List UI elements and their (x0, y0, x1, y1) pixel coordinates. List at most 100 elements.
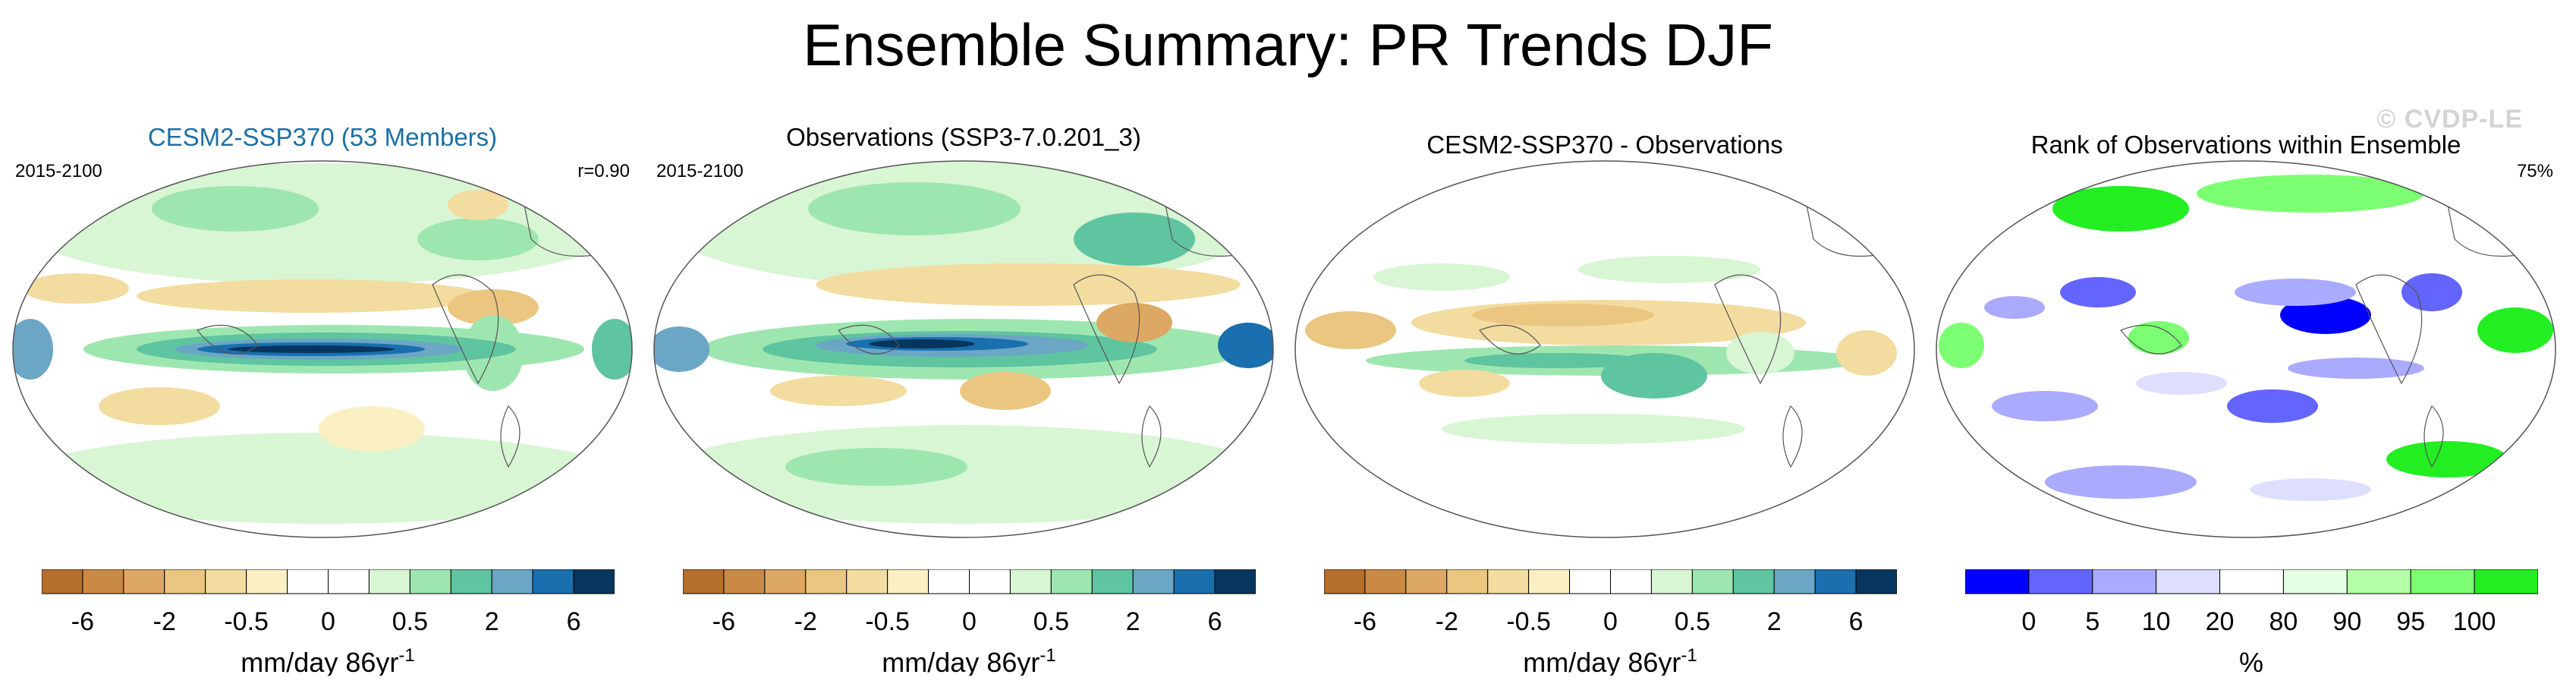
colorbar-tick-label: 0.5 (1675, 607, 1710, 636)
colorbar-box (1965, 569, 2030, 594)
colorbar-main: -6 -2 -0.5 0 0.5 2 6 mm/day 86yr-1 (42, 569, 615, 676)
colorbar-units: mm/day 86yr-1 (1523, 645, 1697, 676)
colorbar-box (1091, 569, 1134, 594)
colorbar-tick-label: 6 (1208, 607, 1222, 636)
colorbar-tick-label: 100 (2453, 607, 2496, 636)
colorbar-tick-label: 2 (1126, 607, 1140, 636)
colorbar-tick-label: 0 (321, 607, 335, 636)
colorbar-units: mm/day 86yr-1 (241, 645, 414, 676)
colorbar-tick-label: 5 (2085, 607, 2099, 636)
colorbar-tick-label: -2 (153, 607, 176, 636)
colorbar-box (1050, 569, 1093, 594)
colorbar-tick-label: -6 (1354, 607, 1376, 636)
colorbar-box (164, 569, 206, 594)
colorbar-tick-label: 90 (2332, 607, 2361, 636)
colorbar-box (887, 569, 929, 594)
period-label: 2015-2100 (15, 161, 102, 181)
colorbar-box (928, 569, 970, 594)
colorbar-tick-label: 2 (485, 607, 499, 636)
colorbar-box (450, 569, 492, 594)
colorbar-box (805, 569, 848, 594)
colorbar-box (683, 569, 725, 594)
colorbar-box (287, 569, 329, 594)
colorbar-box (2474, 569, 2538, 594)
colorbar-box (1446, 569, 1489, 594)
colorbar-tick-label: 20 (2206, 607, 2235, 636)
period-label: 2015-2100 (656, 161, 744, 181)
colorbar-box (1364, 569, 1407, 594)
colorbar-tick-label: -0.5 (865, 607, 910, 636)
colorbar-box (723, 569, 766, 594)
panel-title: CESM2-SSP370 - Observations (1426, 131, 1783, 159)
colorbar-box (969, 569, 1011, 594)
percent-label: 75% (2516, 161, 2553, 181)
panel-title: CESM2-SSP370 (53 Members) (147, 123, 498, 151)
colorbar-box (1009, 569, 1052, 594)
colorbar-box (573, 569, 615, 594)
panel-observations: Observations (SSP3-7.0.201_3) 2015-2100 (649, 114, 1279, 676)
colorbar-box (764, 569, 807, 594)
watermark: © CVDP-LE (2376, 105, 2523, 134)
colorbar-units: % (2239, 647, 2263, 676)
panel-difference: CESM2-SSP370 - Observations -6 -2 -0.5 0 0.5… (1290, 114, 1920, 676)
colorbar-box (2219, 569, 2284, 594)
colorbar-box (123, 569, 165, 594)
colorbar-box (205, 569, 247, 594)
colorbar-main: -6 -2 -0.5 0 0.5 2 6 mm/day 86yr-1 (683, 569, 1256, 676)
colorbar-box (1650, 569, 1693, 594)
colorbar-tick-label: 0.5 (392, 607, 428, 636)
colorbar-box (1132, 569, 1175, 594)
colorbar-box (1528, 569, 1571, 594)
colorbar-box (1732, 569, 1775, 594)
colorbar-tick-label: -6 (71, 607, 94, 636)
colorbar-box (82, 569, 124, 594)
colorbar-box (2156, 569, 2221, 594)
colorbar-box (1405, 569, 1448, 594)
colorbar-rank: 0 5 10 20 80 90 95 100 % (1965, 569, 2538, 676)
colorbar-tick-label: 0.5 (1033, 607, 1069, 636)
colorbar-box (846, 569, 889, 594)
colorbar-tick-label: 10 (2142, 607, 2171, 636)
colorbar-tick-label: 0 (962, 607, 977, 636)
colorbar-tick-label: 6 (1849, 607, 1864, 636)
colorbar-tick-label: 0 (2021, 607, 2036, 636)
correlation-label: r=0.90 (577, 161, 630, 181)
colorbar-box (42, 569, 83, 594)
colorbar-tick-label: 6 (567, 607, 581, 636)
colorbar-box (1691, 569, 1734, 594)
colorbar-box (328, 569, 370, 594)
panel-title: Observations (SSP3-7.0.201_3) (786, 123, 1141, 151)
colorbar-tick-label: 80 (2269, 607, 2298, 636)
colorbar-box (1324, 569, 1366, 594)
colorbar-box (246, 569, 288, 594)
colorbar-tick-label: -6 (712, 607, 735, 636)
colorbar-box (1814, 569, 1857, 594)
map-cesm2-ssp370 (12, 160, 633, 538)
panel-cesm2-ssp370: CESM2-SSP370 (53 Members) 2015-2100 r=0.… (8, 114, 637, 676)
colorbar-box (1173, 569, 1216, 594)
colorbar-tick-label: -2 (794, 607, 817, 636)
colorbar-box (1773, 569, 1816, 594)
map-observations (653, 160, 1274, 538)
colorbar-box (2346, 569, 2411, 594)
colorbar-box (368, 569, 410, 594)
colorbar-tick-label: -0.5 (1506, 607, 1551, 636)
map-rank (1936, 160, 2556, 538)
panel-title: Rank of Observations within Ensemble (2030, 131, 2461, 159)
colorbar-box (1610, 569, 1652, 594)
colorbar-box (1569, 569, 1612, 594)
colorbar-box (2028, 569, 2093, 594)
colorbar-box (1214, 569, 1256, 594)
colorbar-box (409, 569, 451, 594)
colorbar-main: -6 -2 -0.5 0 0.5 2 6 mm/day 86yr-1 (1324, 569, 1897, 676)
colorbar-box (2410, 569, 2475, 594)
colorbar-box (532, 569, 574, 594)
colorbar-box (1487, 569, 1530, 594)
colorbar-tick-label: 2 (1767, 607, 1782, 636)
colorbar-box (1855, 569, 1897, 594)
page-title: Ensemble Summary: PR Trends DJF (803, 11, 1773, 78)
colorbar-box (2092, 569, 2157, 594)
colorbar-box (491, 569, 533, 594)
colorbar-tick-label: 95 (2396, 607, 2425, 636)
colorbar-tick-label: 0 (1603, 607, 1618, 636)
